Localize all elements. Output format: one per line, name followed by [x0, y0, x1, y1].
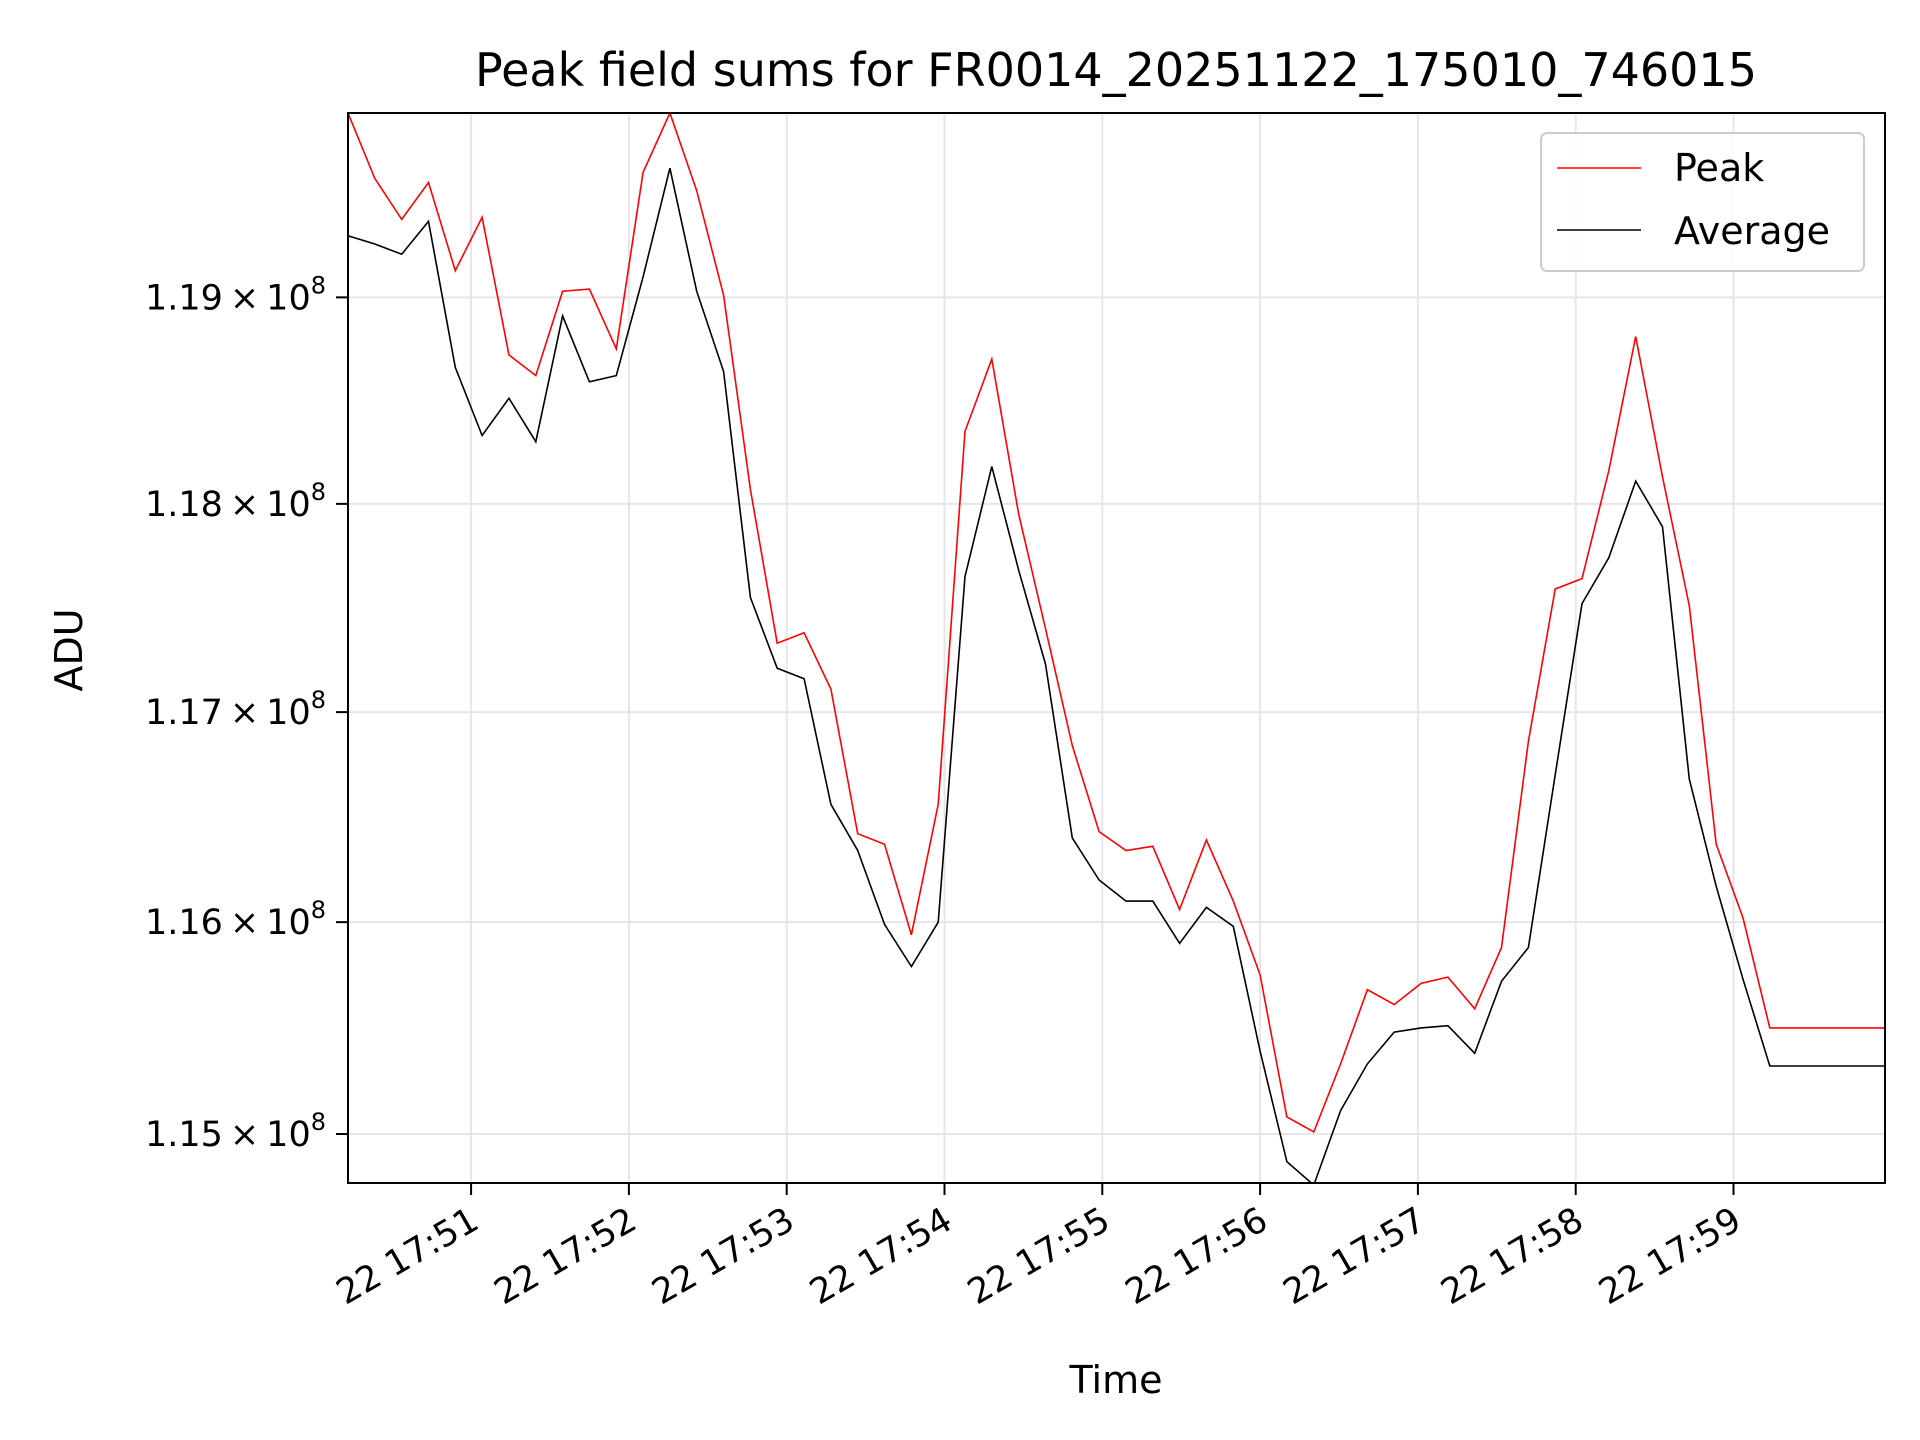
- y-tick-label: 1.16 × 108: [145, 896, 326, 943]
- y-tick-label: 1.15 × 108: [145, 1108, 326, 1155]
- series-line-peak: [348, 113, 1885, 1134]
- y-axis-label: ADU: [47, 608, 91, 691]
- x-axis-label: Time: [1069, 1358, 1163, 1402]
- chart-title: Peak field sums for FR0014_20251122_1750…: [475, 43, 1757, 97]
- y-axis: 1.15 × 108 1.16 × 108 1.17 × 108 1.18 × 108…: [145, 271, 348, 1155]
- legend: Peak Average: [1540, 132, 1865, 272]
- legend-label-average: Average: [1674, 209, 1830, 253]
- y-tick-label: 1.18 × 108: [145, 478, 326, 525]
- y-tick-label: 1.19 × 108: [145, 271, 326, 318]
- grid: [348, 113, 1885, 1183]
- plot-frame: [347, 112, 1886, 1184]
- series-line-average: [348, 168, 1885, 1183]
- legend-label-peak: Peak: [1674, 146, 1764, 190]
- y-tick-label: 1.17 × 108: [145, 686, 326, 733]
- series-layer: [348, 113, 1885, 1183]
